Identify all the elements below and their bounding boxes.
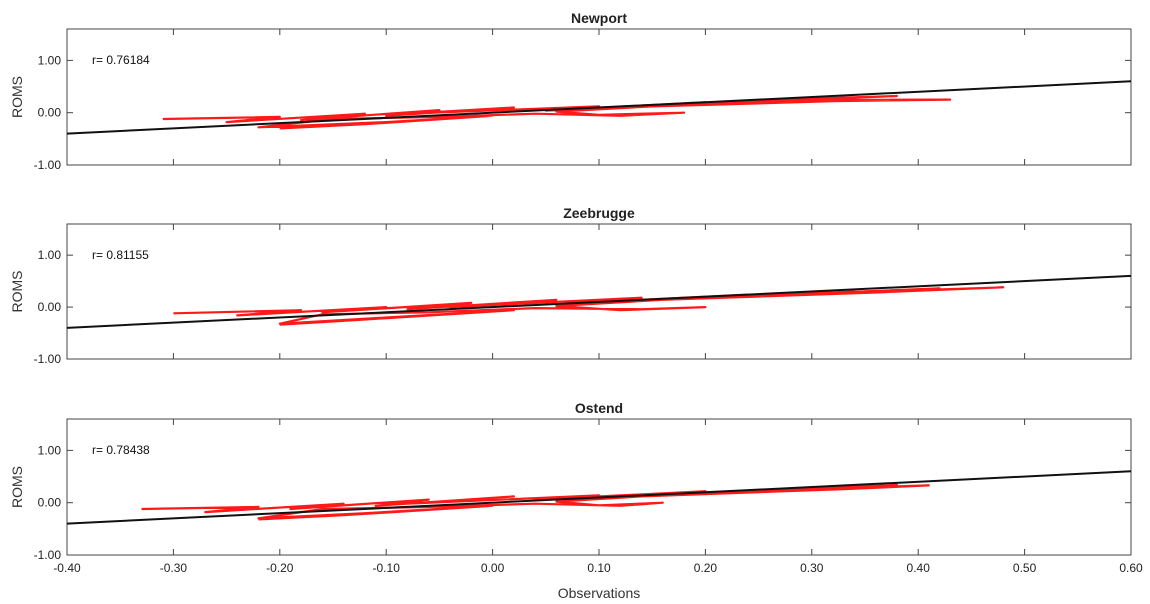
series-trace xyxy=(141,483,930,521)
y-tick-label: 0.00 xyxy=(38,106,62,120)
panel-title: Newport xyxy=(571,10,627,26)
y-tick-label: 0.00 xyxy=(38,300,62,314)
y-tick-label: -1.00 xyxy=(34,352,62,366)
x-tick-label: 0.20 xyxy=(694,561,718,575)
series-trace xyxy=(173,286,1005,326)
x-tick-label: 0.50 xyxy=(1013,561,1037,575)
x-tick-label: 0.10 xyxy=(587,561,611,575)
y-axis-label: ROMS xyxy=(9,271,25,313)
plot-frame xyxy=(66,223,1132,360)
x-axis-label: Observations xyxy=(558,585,640,601)
series-trace xyxy=(162,94,952,130)
plot-frame xyxy=(66,418,1132,556)
y-tick-label: 1.00 xyxy=(38,53,62,67)
y-tick-label: 0.00 xyxy=(38,496,62,510)
panel-ostend: Ostend ROMS 1.00 0.00 -1.00-0.40 -0.30 -0.20 -0… xyxy=(9,400,1143,601)
regression-line xyxy=(66,274,1132,329)
regression-line xyxy=(66,470,1132,525)
x-tick-label: 0.40 xyxy=(907,561,931,575)
correlation-annotation: r= 0.78438 xyxy=(92,443,150,457)
correlation-annotation: r= 0.76184 xyxy=(92,53,150,67)
x-tick-label: 0.30 xyxy=(800,561,824,575)
panel-zeebrugge: Zeebrugge ROMS 1.00 0.00 -1.00 r= 0.81155 xyxy=(9,205,1132,366)
y-tick-label: 1.00 xyxy=(38,248,62,262)
y-tick-label: 1.00 xyxy=(38,443,62,457)
x-tick-label: -0.30 xyxy=(160,561,188,575)
y-axis-label: ROMS xyxy=(9,76,25,118)
y-axis-label: ROMS xyxy=(9,466,25,508)
panel-newport: Newport ROMS 1.00 0.00 -1.00 r= 0.76184 xyxy=(9,10,1132,172)
panel-title: Ostend xyxy=(575,400,623,416)
y-tick-label: -1.00 xyxy=(34,158,62,172)
x-tick-label: -0.40 xyxy=(53,561,81,575)
correlation-annotation: r= 0.81155 xyxy=(92,248,149,262)
regression-line xyxy=(66,80,1132,135)
x-tick-label: -0.10 xyxy=(373,561,401,575)
x-tick-label: 0.00 xyxy=(481,561,505,575)
y-tick-label: -1.00 xyxy=(34,548,62,562)
panel-title: Zeebrugge xyxy=(563,205,635,221)
x-tick-label: 0.60 xyxy=(1119,561,1143,575)
plot-frame xyxy=(66,28,1132,166)
x-tick-label: -0.20 xyxy=(266,561,294,575)
